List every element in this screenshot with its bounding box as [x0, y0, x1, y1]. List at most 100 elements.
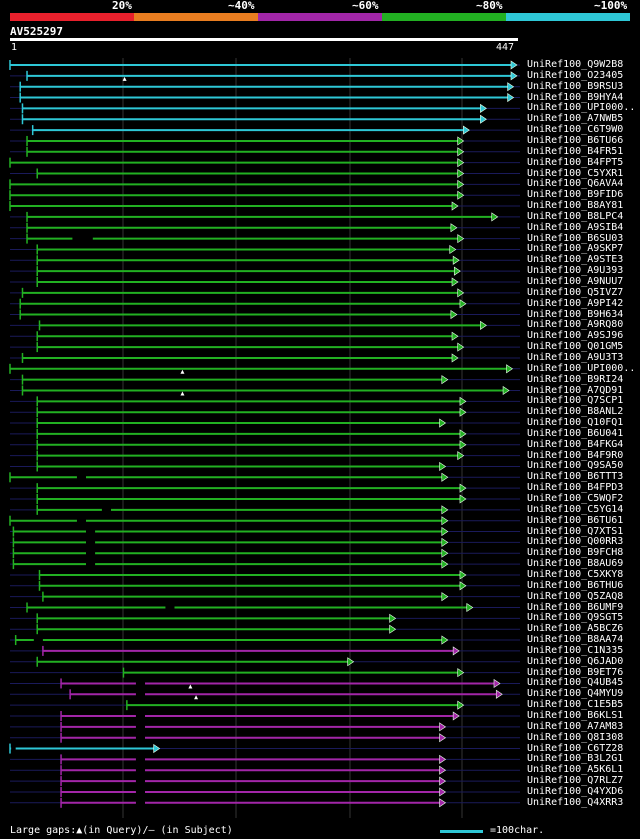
hit-label[interactable]: UniRef100_C5YG14: [527, 503, 624, 515]
hit-label[interactable]: UniRef100_Q9SA50: [527, 460, 624, 472]
hit-bar[interactable]: [26, 135, 465, 146]
hit-label[interactable]: UniRef100_Q10FQ1: [527, 417, 624, 429]
hit-label[interactable]: UniRef100_B8AA74: [527, 634, 624, 646]
hit-bar[interactable]: [36, 244, 457, 255]
hit-label[interactable]: UniRef100_UPI000..: [527, 102, 636, 114]
hit-label[interactable]: UniRef100_B9FCH8: [527, 547, 624, 559]
hit-label[interactable]: UniRef100_B8AY81: [527, 200, 624, 212]
hit-bar[interactable]: [21, 385, 510, 396]
hit-bar[interactable]: [36, 342, 465, 353]
hit-bar[interactable]: [21, 103, 487, 114]
hit-label[interactable]: UniRef100_A7QD91: [527, 384, 624, 396]
hit-label[interactable]: UniRef100_C1N335: [527, 644, 624, 656]
hit-bar[interactable]: [26, 146, 465, 157]
hit-label[interactable]: UniRef100_Q5IVZ7: [527, 286, 624, 298]
hit-bar[interactable]: [19, 81, 515, 92]
hit-bar[interactable]: [36, 277, 459, 287]
hit-bar[interactable]: [36, 266, 461, 277]
hit-label[interactable]: UniRef100_B8ANL2: [527, 406, 624, 418]
hit-label[interactable]: UniRef100_B6TU66: [527, 134, 624, 146]
hit-label[interactable]: UniRef100_B9ET76: [527, 666, 624, 678]
hit-bar[interactable]: [9, 190, 465, 201]
hit-label[interactable]: UniRef100_B9FID6: [527, 189, 624, 201]
hit-bar[interactable]: [36, 656, 355, 667]
hit-bar[interactable]: [38, 580, 467, 591]
hit-bar[interactable]: [36, 331, 459, 342]
hit-bar[interactable]: [60, 678, 501, 689]
hit-label[interactable]: UniRef100_B3L2G1: [527, 753, 624, 765]
hit-label[interactable]: UniRef100_A5BCZ6: [527, 623, 624, 635]
hit-bar[interactable]: [9, 157, 465, 168]
hit-bar[interactable]: [122, 667, 465, 678]
hit-label[interactable]: UniRef100_B4FPD3: [527, 482, 624, 494]
hit-bar[interactable]: [36, 428, 467, 439]
hit-bar[interactable]: [19, 309, 458, 320]
hit-label[interactable]: UniRef100_A9U3T3: [527, 351, 624, 363]
hit-label[interactable]: UniRef100_C6T9W0: [527, 124, 624, 136]
hit-label[interactable]: UniRef100_B9RI24: [527, 373, 624, 385]
hit-label[interactable]: UniRef100_A9RQ80: [527, 319, 624, 331]
hit-bar[interactable]: [9, 515, 449, 526]
hit-label[interactable]: UniRef100_A9SIB4: [527, 221, 624, 233]
hit-label[interactable]: UniRef100_A7AM83: [527, 720, 624, 732]
hit-bar[interactable]: [21, 352, 459, 363]
hit-label[interactable]: UniRef100_B4FKG4: [527, 438, 624, 450]
hit-bar[interactable]: [14, 635, 449, 646]
hit-bar[interactable]: [12, 548, 449, 559]
hit-label[interactable]: UniRef100_Q9W2B8: [527, 59, 624, 70]
hit-bar[interactable]: [9, 201, 459, 212]
hit-label[interactable]: UniRef100_B9H634: [527, 308, 624, 320]
hit-bar[interactable]: [36, 494, 467, 504]
hit-bar[interactable]: [36, 461, 447, 472]
hit-label[interactable]: UniRef100_A5K6L1: [527, 764, 624, 776]
hit-bar[interactable]: [60, 797, 447, 808]
hit-bar[interactable]: [36, 168, 465, 179]
hit-bar[interactable]: [12, 537, 449, 548]
hit-label[interactable]: UniRef100_A9SJ96: [527, 330, 624, 342]
hit-bar[interactable]: [21, 374, 449, 385]
hit-bar[interactable]: [60, 786, 447, 797]
hit-label[interactable]: UniRef100_B6KLS1: [527, 710, 624, 721]
hit-label[interactable]: UniRef100_Q7RLZ7: [527, 775, 624, 787]
hit-bar[interactable]: [36, 613, 397, 624]
hit-label[interactable]: UniRef100_O23405: [527, 69, 624, 81]
hit-label[interactable]: UniRef100_B6SU03: [527, 232, 624, 244]
hit-bar[interactable]: [36, 439, 467, 450]
hit-label[interactable]: UniRef100_A9U393: [527, 265, 624, 277]
hit-label[interactable]: UniRef100_Q6JAD0: [527, 655, 624, 667]
hit-label[interactable]: UniRef100_C6TZ28: [527, 742, 624, 754]
hit-bar[interactable]: [60, 776, 447, 787]
hit-bar[interactable]: [9, 60, 518, 70]
hit-label[interactable]: UniRef100_B9HYA4: [527, 91, 624, 103]
hit-bar[interactable]: [9, 472, 449, 483]
hit-bar[interactable]: [26, 222, 458, 233]
hit-label[interactable]: UniRef100_B8AU69: [527, 558, 624, 570]
hit-bar[interactable]: [38, 320, 487, 331]
hit-bar[interactable]: [36, 483, 467, 494]
hit-bar[interactable]: [26, 602, 474, 613]
hit-label[interactable]: UniRef100_Q9SGT5: [527, 612, 624, 624]
hit-bar[interactable]: [60, 754, 447, 765]
hit-label[interactable]: UniRef100_A9SKP7: [527, 243, 624, 255]
hit-label[interactable]: UniRef100_A9PI42: [527, 297, 624, 309]
hit-label[interactable]: UniRef100_UPI000..: [527, 362, 636, 374]
hit-label[interactable]: UniRef100_B8LPC4: [527, 210, 624, 222]
hit-bar[interactable]: [36, 504, 449, 515]
hit-label[interactable]: UniRef100_B4FPT5: [527, 156, 624, 168]
hit-label[interactable]: UniRef100_B6THU6: [527, 579, 624, 591]
hit-label[interactable]: UniRef100_B4F9R0: [527, 449, 624, 461]
hit-label[interactable]: UniRef100_B4FR51: [527, 145, 624, 157]
hit-bar[interactable]: [31, 125, 470, 136]
hit-label[interactable]: UniRef100_Q8I308: [527, 731, 624, 743]
hit-bar[interactable]: [26, 70, 518, 81]
hit-bar[interactable]: [21, 287, 465, 298]
hit-bar[interactable]: [36, 407, 467, 418]
hit-bar[interactable]: [60, 721, 447, 732]
hit-label[interactable]: UniRef100_Q7XTS1: [527, 525, 624, 537]
hit-label[interactable]: UniRef100_Q5ZAQ8: [527, 590, 624, 602]
hit-label[interactable]: UniRef100_C5YXR1: [527, 167, 624, 179]
hit-bar[interactable]: [38, 569, 467, 580]
hit-bar[interactable]: [36, 255, 460, 266]
hit-bar[interactable]: [12, 559, 449, 570]
hit-bar[interactable]: [126, 700, 465, 711]
